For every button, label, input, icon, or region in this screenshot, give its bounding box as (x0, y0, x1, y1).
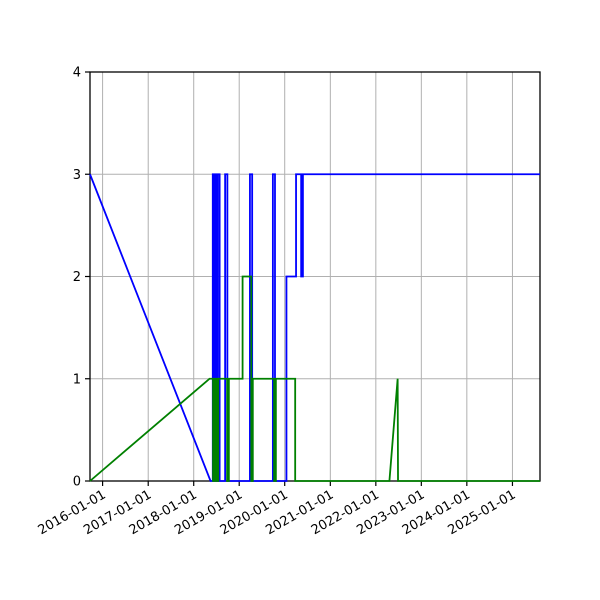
green-series-line (89, 275, 540, 482)
y-tick-label: 2 (73, 270, 81, 285)
y-tick-label: 0 (73, 475, 81, 490)
y-tick-label: 1 (73, 372, 81, 387)
y-tick-label: 3 (73, 168, 81, 183)
blue-series-line (89, 173, 540, 482)
y-tick-label: 4 (73, 66, 81, 81)
